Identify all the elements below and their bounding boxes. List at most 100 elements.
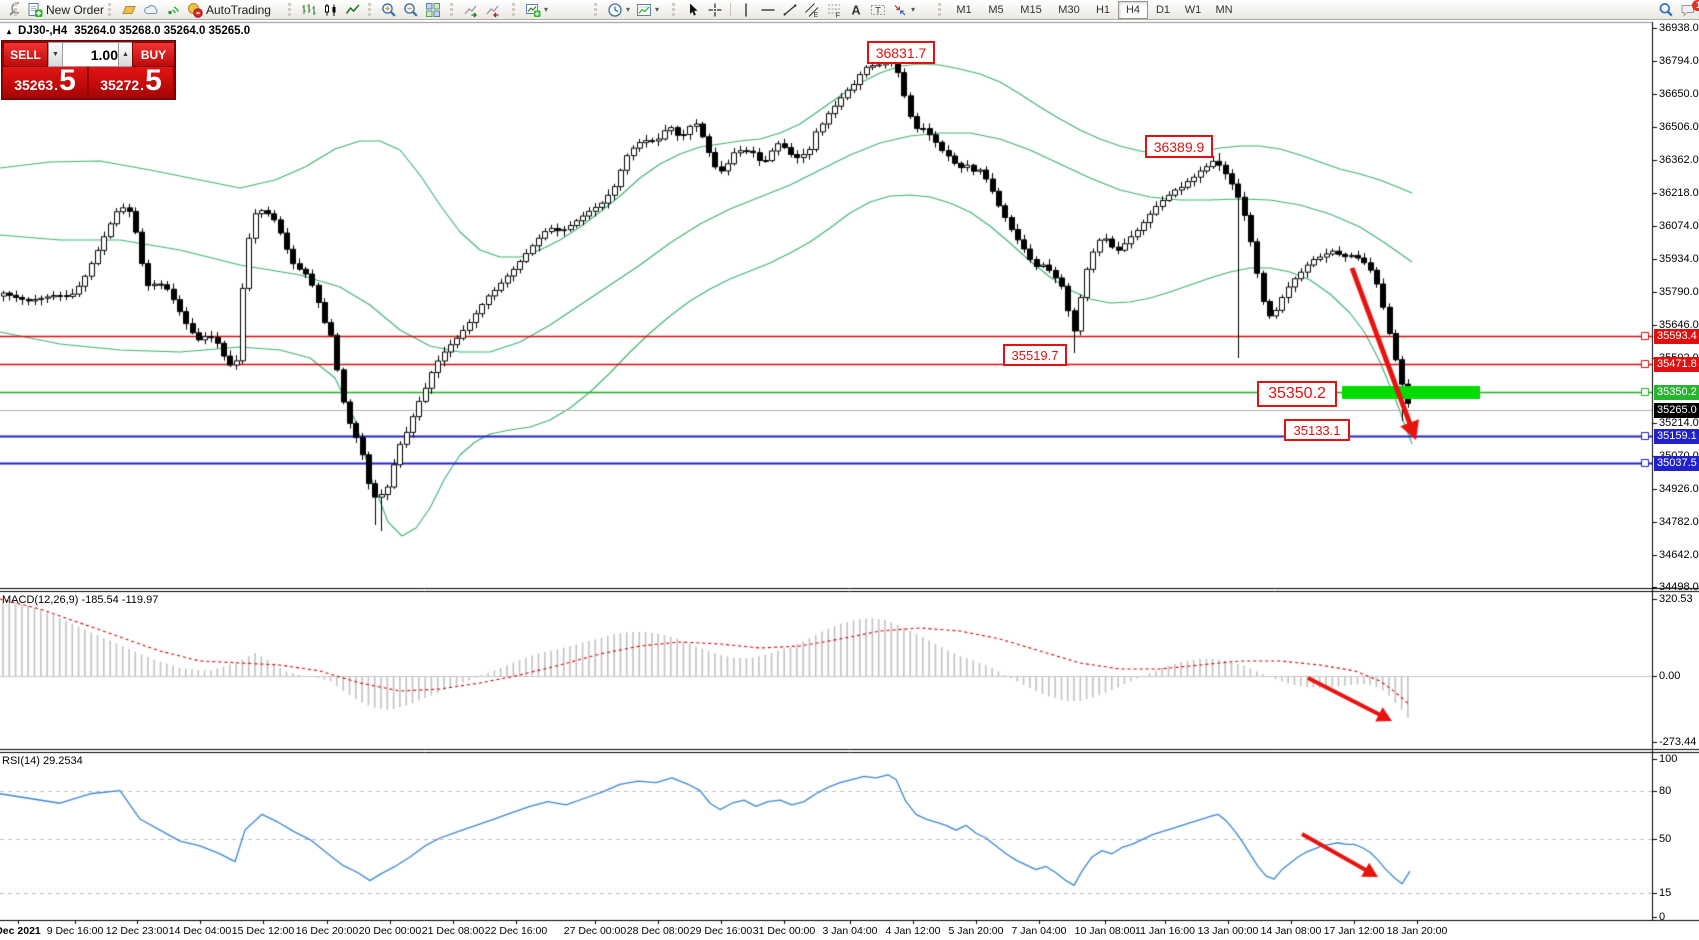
price-badge: 35159.1 <box>1654 429 1699 444</box>
price-axis-tick: 36650.0 <box>1659 88 1699 100</box>
price-axis-tick: 36794.0 <box>1659 55 1699 67</box>
chevron-down-icon: ▾ <box>655 5 660 14</box>
notification-count-badge: 1 <box>1691 0 1699 11</box>
svg-text:T: T <box>875 5 881 15</box>
chart-shift-button[interactable] <box>482 1 504 18</box>
market-button[interactable] <box>140 1 162 18</box>
price-axis-tick: 36218.0 <box>1659 187 1699 199</box>
price-annotation-label[interactable]: 35519.7 <box>1003 344 1067 366</box>
text-icon: A <box>848 2 864 18</box>
date-axis-label: 21 Dec 08:00 <box>421 925 485 937</box>
search-icon <box>1658 2 1674 18</box>
cursor-tool[interactable] <box>682 1 704 18</box>
price-axis-tick: 35790.0 <box>1659 286 1699 298</box>
toolbar-group: New Order <box>14 0 107 19</box>
price-axis-tick: 34498.0 <box>1659 581 1699 593</box>
trendline-tool[interactable] <box>779 1 801 18</box>
templates-button[interactable]: ▾ <box>633 1 662 18</box>
crosshair-tool[interactable] <box>704 1 726 18</box>
date-axis-label: 3 Jan 04:00 <box>822 925 878 937</box>
date-axis-label: 9 Dec 16:00 <box>46 925 104 937</box>
timeframe-m15[interactable]: M15 <box>1020 3 1042 16</box>
toolbar-group: ▾ <box>512 0 551 19</box>
line-chart-button[interactable] <box>342 1 364 18</box>
zoom-in-button[interactable] <box>378 1 400 18</box>
new-chart-icon <box>525 2 541 18</box>
chart-ohlc: 35264.0 35268.0 35264.0 35265.0 <box>74 25 251 37</box>
hline-icon <box>760 2 776 18</box>
bar-chart-icon <box>301 2 317 18</box>
buy-price[interactable]: 35272 . 5 <box>89 64 173 97</box>
timeframe-m1[interactable]: M1 <box>956 3 972 16</box>
macd-axis-tick: -273.44 <box>1659 736 1697 748</box>
price-axis-tick: 34926.0 <box>1659 483 1699 495</box>
date-axis-label: 5 Jan 20:00 <box>948 925 1004 937</box>
volume-decrease-button[interactable]: ▼ <box>48 42 63 67</box>
vertical-line-tool[interactable] <box>735 1 757 18</box>
price-annotation-label[interactable]: 35133.1 <box>1284 419 1350 441</box>
tile-windows-button[interactable] <box>422 1 444 18</box>
buy-button[interactable]: BUY <box>132 42 175 67</box>
volume-increase-button[interactable]: ▲ <box>118 42 133 67</box>
rsi-axis-tick: 15 <box>1659 887 1672 899</box>
line-chart-icon <box>345 2 361 18</box>
arrows-tool[interactable]: ▾ <box>889 1 918 18</box>
autotrading-button[interactable]: AutoTrading <box>184 1 274 18</box>
price-axis-tick: 36074.0 <box>1659 220 1699 232</box>
equidistant-channel-tool[interactable]: E <box>801 1 823 18</box>
signals-button[interactable] <box>162 1 184 18</box>
buy-price-fraction: 5 <box>145 64 162 97</box>
new-order-icon <box>27 2 43 18</box>
price-axis-tick: 34782.0 <box>1659 516 1699 528</box>
sell-price[interactable]: 35263 . 5 <box>3 66 87 97</box>
fibonacci-tool[interactable]: F <box>823 1 845 18</box>
notifications-button[interactable]: 1 <box>1677 0 1699 18</box>
price-annotation-label[interactable]: 36389.9 <box>1145 135 1213 158</box>
date-axis-label: 14 Jan 08:00 <box>1260 925 1322 937</box>
timeframe-m5[interactable]: M5 <box>988 3 1004 16</box>
text-label-tool[interactable]: T <box>867 1 889 18</box>
price-badge: 35265.0 <box>1654 403 1699 418</box>
timeframe-h4[interactable]: H4 <box>1118 0 1148 19</box>
crosshair-icon <box>707 2 723 18</box>
timeframe-d1[interactable]: D1 <box>1155 3 1171 16</box>
svg-text:E: E <box>814 12 819 18</box>
timeframe-h1[interactable]: H1 <box>1095 3 1111 16</box>
price-badge: 35350.2 <box>1654 385 1699 400</box>
periods-button[interactable]: ▾ <box>604 1 633 18</box>
signal-icon <box>165 2 181 18</box>
toolbar-group: ▾ ▾ <box>594 0 662 19</box>
price-axis-tick: 35214.0 <box>1659 417 1699 429</box>
date-axis-label: 4 Jan 12:00 <box>885 925 941 937</box>
date-axis-label: 17 Jan 12:00 <box>1323 925 1385 937</box>
toolbar-separator <box>730 3 731 16</box>
metaeditor-button[interactable] <box>118 1 140 18</box>
timeframe-mn[interactable]: MN <box>1215 3 1233 16</box>
new-order-button[interactable]: New Order <box>24 1 107 18</box>
date-axis-label: Dec 2021 <box>0 925 41 937</box>
timeframe-w1[interactable]: W1 <box>1184 3 1202 16</box>
price-axis-tick: 35934.0 <box>1659 253 1699 265</box>
timeframe-m30[interactable]: M30 <box>1058 3 1080 16</box>
search-button[interactable] <box>1655 1 1677 18</box>
metaeditor-icon <box>121 2 137 18</box>
auto-scroll-button[interactable] <box>460 1 482 18</box>
autotrading-icon <box>187 2 203 18</box>
price-badge: 35471.8 <box>1654 357 1699 372</box>
bar-chart-button[interactable] <box>298 1 320 18</box>
sell-button[interactable]: SELL <box>3 42 48 67</box>
date-axis-label: 22 Dec 16:00 <box>484 925 548 937</box>
new-chart-button[interactable]: ▾ <box>522 1 551 18</box>
volume-input[interactable]: 1.00 <box>62 42 124 67</box>
zoom-out-button[interactable] <box>400 1 422 18</box>
candle-chart-icon <box>323 2 339 18</box>
price-annotation-label[interactable]: 36831.7 <box>867 41 935 64</box>
horizontal-line-tool[interactable] <box>757 1 779 18</box>
toolbar-group <box>368 0 444 19</box>
candlestick-chart-button[interactable] <box>320 1 342 18</box>
toolbar-group: AutoTrading <box>108 0 274 19</box>
text-tool[interactable]: A <box>845 1 867 18</box>
price-annotation-label[interactable]: 35350.2 <box>1257 381 1337 407</box>
chart-canvas[interactable] <box>0 20 1699 940</box>
price-badge: 35593.4 <box>1654 329 1699 344</box>
